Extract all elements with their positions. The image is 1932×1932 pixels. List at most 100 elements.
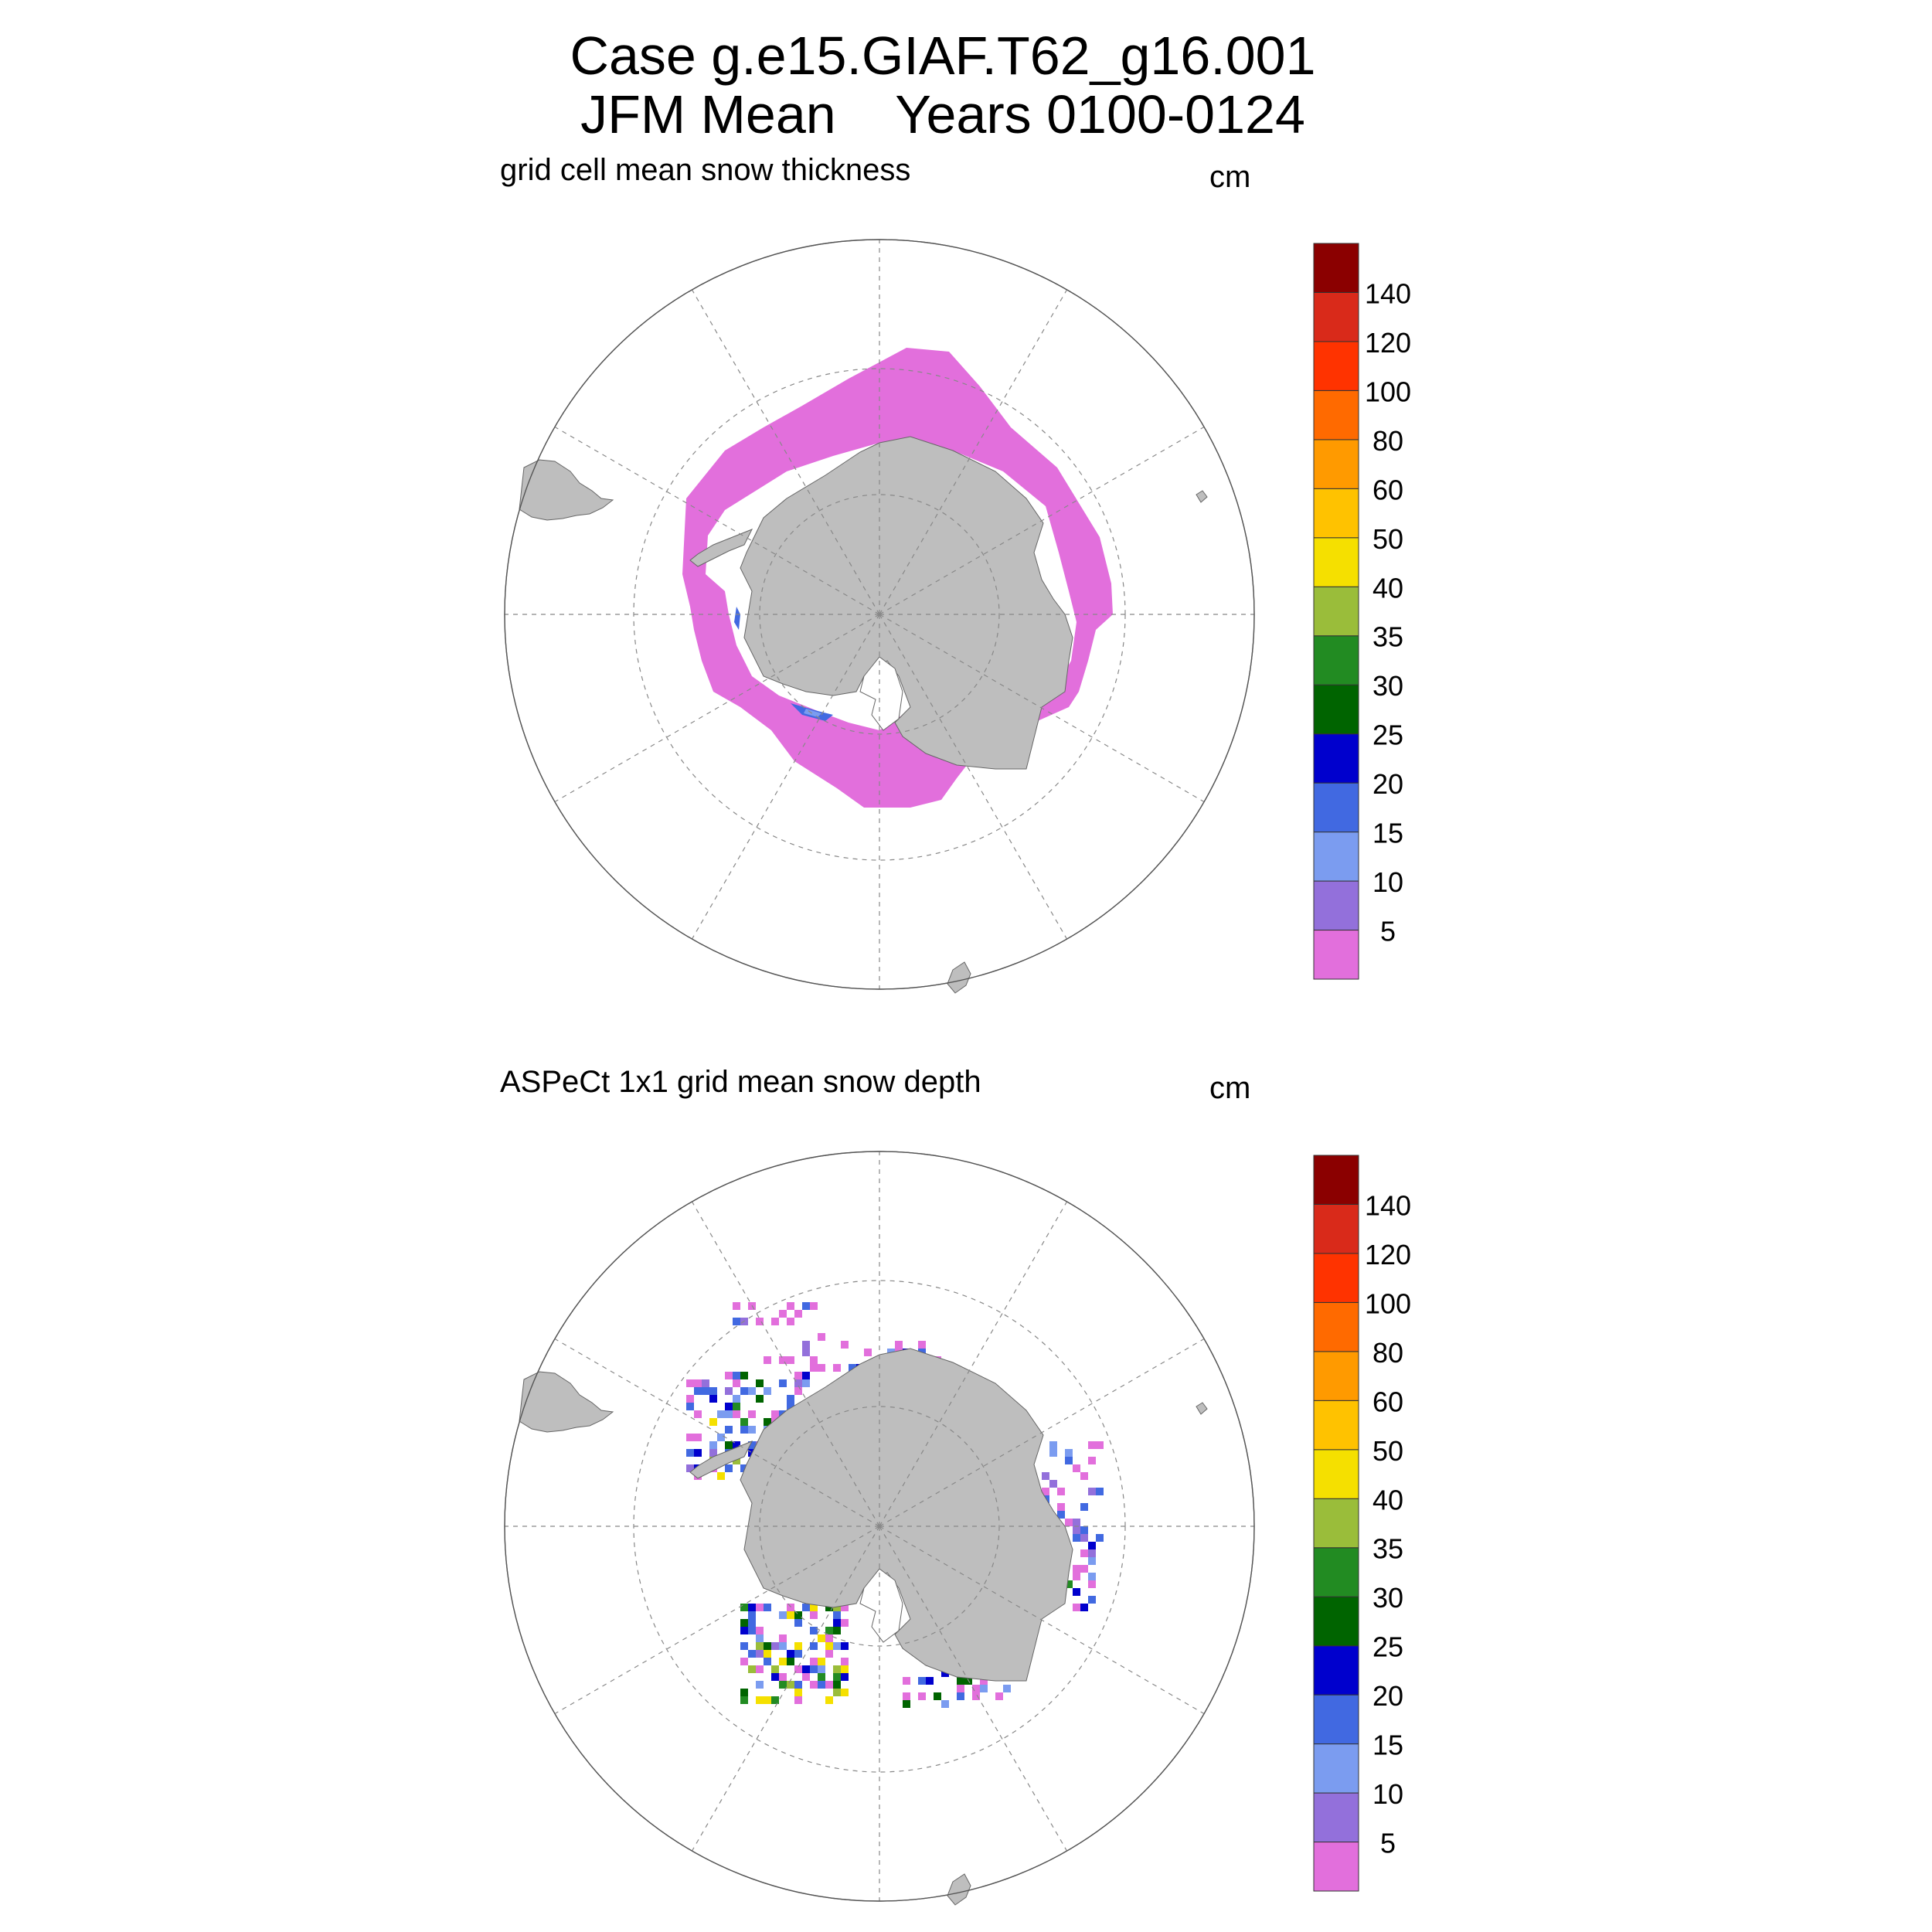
meridian-line [879,1526,1068,1852]
colorbar-swatch [1313,341,1359,391]
observation-cell [794,1689,802,1696]
observation-cell [740,1426,748,1434]
observation-cell [694,1387,702,1395]
snow-thick-patch [734,607,740,630]
panel1-colorbar: 5 10 15 20 25 30 35 40 50 60 80 100 120 140 [1313,243,1411,980]
colorbar-tick-label: 25 [1372,1631,1403,1663]
observation-cell [756,1318,764,1325]
colorbar-tick-label: 40 [1372,572,1403,604]
observation-cell [810,1627,818,1634]
observation-cell [794,1379,802,1387]
observation-cell [756,1604,764,1611]
colorbar-tick-label: 80 [1372,1337,1403,1369]
observation-cell [1080,1565,1088,1573]
observation-cell [818,1673,825,1681]
panel1-title: grid cell mean snow thickness [500,153,911,187]
observation-cell [748,1410,756,1418]
colorbar-swatch [1313,439,1359,489]
observation-cell [941,1669,949,1677]
observation-cell [794,1611,802,1619]
observation-cell [1088,1596,1096,1604]
colorbar-swatch [1313,1645,1359,1696]
panel2-map [504,1151,1255,1906]
observation-cell [771,1318,779,1325]
colorbar-swatch [1313,1301,1359,1352]
observation-cell [833,1364,841,1372]
observation-cell [1073,1588,1080,1596]
map-outline [504,239,1255,990]
observation-cell [841,1642,849,1650]
observation-cell [1088,1441,1096,1449]
observation-cell [957,1685,964,1692]
antarctica-land [740,436,1073,770]
observation-cell [1088,1542,1096,1549]
observation-cell [825,1650,833,1658]
colorbar-swatch [1313,1253,1359,1303]
colorbar-tick-label: 120 [1365,327,1411,359]
observation-cell [810,1604,818,1611]
observation-cell [941,1700,949,1708]
observation-cell [794,1372,802,1379]
observation-cell [740,1604,748,1611]
observation-cell [709,1387,717,1395]
observation-cell [903,1677,910,1685]
observation-cell [1073,1565,1080,1573]
colorbar-swatch [1313,1547,1359,1597]
colorbar-swatch [1313,684,1359,735]
meridian-line [554,614,880,803]
observation-cell [1073,1526,1080,1534]
observation-cell [1057,1503,1065,1511]
observation-cell [833,1681,841,1689]
observation-cell [1080,1472,1088,1480]
colorbar-swatch [1313,1694,1359,1745]
colorbar-swatch [1313,389,1359,440]
panel1-map [504,239,1255,994]
antarctic-peninsula [689,1440,753,1479]
observation-cell [748,1665,756,1673]
observation-cell [787,1318,794,1325]
meridian-line [554,426,880,615]
observation-cell [818,1681,825,1689]
observation-cell [1057,1488,1065,1495]
meridian-line [879,1338,1205,1527]
colorbar-tick-label: 20 [1372,768,1403,800]
observation-cell [1096,1534,1104,1542]
observation-cell [748,1650,756,1658]
ross-ice-shelf [859,656,903,731]
meridian-line [691,614,880,940]
observation-cell [756,1627,764,1634]
colorbar-tick-label: 5 [1380,916,1396,947]
observation-cell [733,1318,740,1325]
observation-cell [756,1650,764,1658]
observation-cell [833,1619,841,1627]
observation-cell [825,1696,833,1704]
observation-cell [779,1379,787,1387]
observation-cell [934,1692,941,1700]
observation-cell [787,1356,794,1364]
observation-cell [764,1696,771,1704]
observation-cell [818,1364,825,1372]
new-zealand-land [947,961,971,994]
colorbar-swatch [1313,291,1359,342]
observation-cell [764,1387,771,1395]
observation-cell [810,1665,818,1673]
colorbar-swatch [1313,1203,1359,1254]
map-outline [504,1151,1255,1902]
observation-cell [764,1642,771,1650]
antarctic-peninsula [689,529,753,567]
meridian-line [879,426,1205,615]
observation-cell [1049,1480,1057,1488]
panel2-units: cm [1209,1071,1251,1105]
observation-cell [818,1665,825,1673]
observation-cell [702,1387,709,1395]
observation-cell [833,1673,841,1681]
observation-cell [779,1681,787,1689]
observation-cell [740,1464,748,1472]
observation-cell [725,1387,733,1395]
observation-cell [748,1387,756,1395]
observation-cell [833,1689,841,1696]
observation-cell [756,1379,764,1387]
observation-cell [756,1642,764,1650]
observation-cell [733,1403,740,1410]
observation-cell [825,1642,833,1650]
